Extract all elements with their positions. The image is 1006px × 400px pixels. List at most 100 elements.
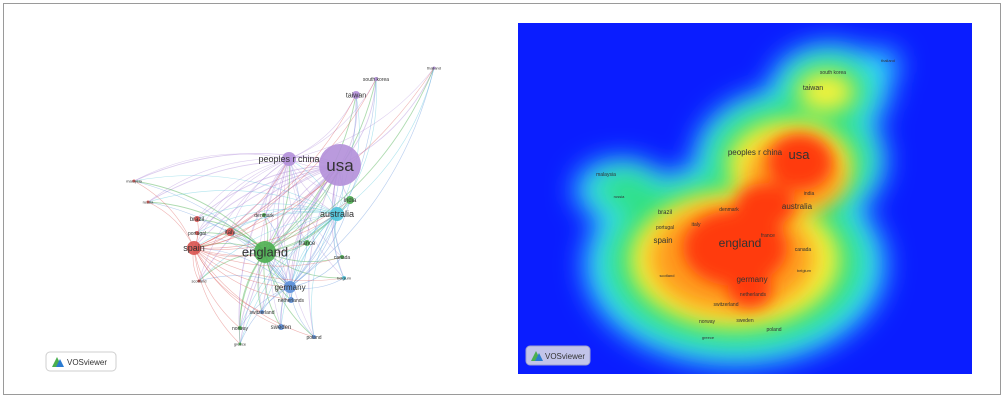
network-node-circle[interactable]: [187, 241, 201, 255]
network-edge: [288, 78, 377, 160]
network-node-circle[interactable]: [238, 326, 242, 330]
network-node[interactable]: canada: [334, 255, 351, 261]
vosviewer-badge-left: VOSviewer: [45, 351, 117, 372]
density-label: sweden: [736, 318, 753, 324]
network-edge: [258, 158, 290, 313]
network-edge: [193, 158, 290, 249]
network-node-circle[interactable]: [132, 179, 136, 183]
network-node[interactable]: belgium: [337, 275, 352, 280]
network-node-label: brazil: [190, 217, 204, 223]
network-node-circle[interactable]: [260, 310, 264, 314]
network-node-label: peoples r china: [258, 154, 319, 164]
network-nodes: usa peoples r china taiwan south korea thail…: [126, 65, 441, 346]
network-node[interactable]: india: [344, 196, 357, 204]
density-label: greece: [702, 335, 715, 340]
network-edge: [308, 164, 341, 338]
network-node[interactable]: thailand: [427, 65, 441, 70]
network-edge: [288, 158, 345, 279]
network-node[interactable]: south korea: [363, 77, 389, 83]
network-edge: [336, 67, 435, 215]
network-node-circle[interactable]: [197, 279, 201, 283]
network-node[interactable]: usa: [319, 144, 361, 186]
network-node-circle[interactable]: [254, 241, 276, 263]
network-edge: [239, 164, 341, 329]
network-node-label: england: [242, 245, 288, 260]
network-node[interactable]: netherlands: [278, 297, 305, 304]
network-edge: [287, 158, 308, 244]
network-edge: [282, 158, 315, 338]
network-edge: [239, 213, 338, 329]
density-label: scotland: [660, 273, 675, 278]
network-node-label: malaysia: [126, 178, 143, 183]
network-node[interactable]: brazil: [190, 216, 204, 223]
network-node[interactable]: switzerland: [249, 310, 274, 316]
network-edge: [264, 67, 435, 253]
density-label: germany: [736, 275, 767, 284]
network-edge: [238, 158, 290, 345]
network-edge: [193, 247, 241, 345]
network-node[interactable]: norway: [232, 326, 249, 332]
network-node[interactable]: sweden: [271, 324, 292, 331]
density-label: malaysia: [596, 172, 616, 178]
network-node[interactable]: england: [242, 241, 288, 263]
network-node[interactable]: france: [299, 240, 316, 247]
density-label: thailand: [881, 58, 895, 63]
density-label: brazil: [658, 210, 672, 216]
network-edge: [261, 213, 338, 313]
network-node[interactable]: italy: [225, 228, 236, 236]
network-node[interactable]: poland: [306, 335, 321, 341]
network-edge: [288, 158, 351, 201]
network-node-circle[interactable]: [352, 91, 360, 99]
network-node[interactable]: greece: [234, 341, 247, 346]
density-label: switzerland: [713, 302, 738, 308]
network-edge: [193, 247, 343, 267]
network-node[interactable]: denmark: [254, 213, 274, 219]
network-node[interactable]: scotland: [192, 278, 207, 283]
network-node[interactable]: taiwan: [346, 91, 366, 99]
network-node-label: sweden: [271, 325, 292, 331]
network-node[interactable]: malaysia: [126, 178, 143, 183]
network-node-circle[interactable]: [374, 77, 378, 81]
network-node-circle[interactable]: [288, 297, 294, 303]
network-edge: [289, 199, 351, 288]
network-node[interactable]: portugal: [188, 231, 206, 237]
network-node-label: poland: [306, 335, 321, 341]
network-edge: [193, 247, 345, 281]
network-node-circle[interactable]: [340, 255, 344, 259]
density-label: india: [804, 191, 815, 197]
network-node-circle[interactable]: [226, 228, 234, 236]
network-node-circle[interactable]: [195, 231, 199, 235]
network-node-circle[interactable]: [284, 281, 296, 293]
network-node-circle[interactable]: [346, 196, 354, 204]
network-node-circle[interactable]: [319, 144, 361, 186]
network-edge: [280, 164, 341, 328]
network-node-circle[interactable]: [330, 207, 344, 221]
network-edge: [198, 158, 290, 282]
network-node[interactable]: australia: [320, 207, 354, 221]
network-node-label: netherlands: [278, 298, 305, 304]
network-node-circle[interactable]: [262, 213, 266, 217]
network-node-label: south korea: [363, 77, 389, 83]
network-node-circle[interactable]: [194, 216, 200, 222]
network-node-label: denmark: [254, 213, 274, 219]
network-node-circle[interactable]: [282, 152, 296, 166]
density-label: england: [719, 236, 762, 250]
network-node[interactable]: germany: [274, 281, 306, 293]
network-node[interactable]: peoples r china: [258, 152, 320, 166]
network-edge: [193, 78, 377, 249]
network-node-circle[interactable]: [146, 200, 150, 204]
network-edge: [193, 212, 338, 249]
network-node-circle[interactable]: [342, 276, 346, 280]
network-node-circle[interactable]: [432, 66, 436, 70]
network-edge: [229, 158, 290, 233]
network-node-circle[interactable]: [312, 335, 316, 339]
network-node-label: norway: [232, 326, 249, 332]
network-node-circle[interactable]: [278, 324, 284, 330]
network-edge: [264, 94, 357, 253]
network-node-circle[interactable]: [238, 342, 242, 346]
network-node-circle[interactable]: [304, 240, 310, 246]
network-node[interactable]: russia: [143, 199, 154, 204]
network-edge: [289, 213, 338, 288]
network-node[interactable]: spain: [183, 241, 205, 255]
density-labels: usa peoples r china taiwan south korea thail…: [596, 58, 895, 340]
